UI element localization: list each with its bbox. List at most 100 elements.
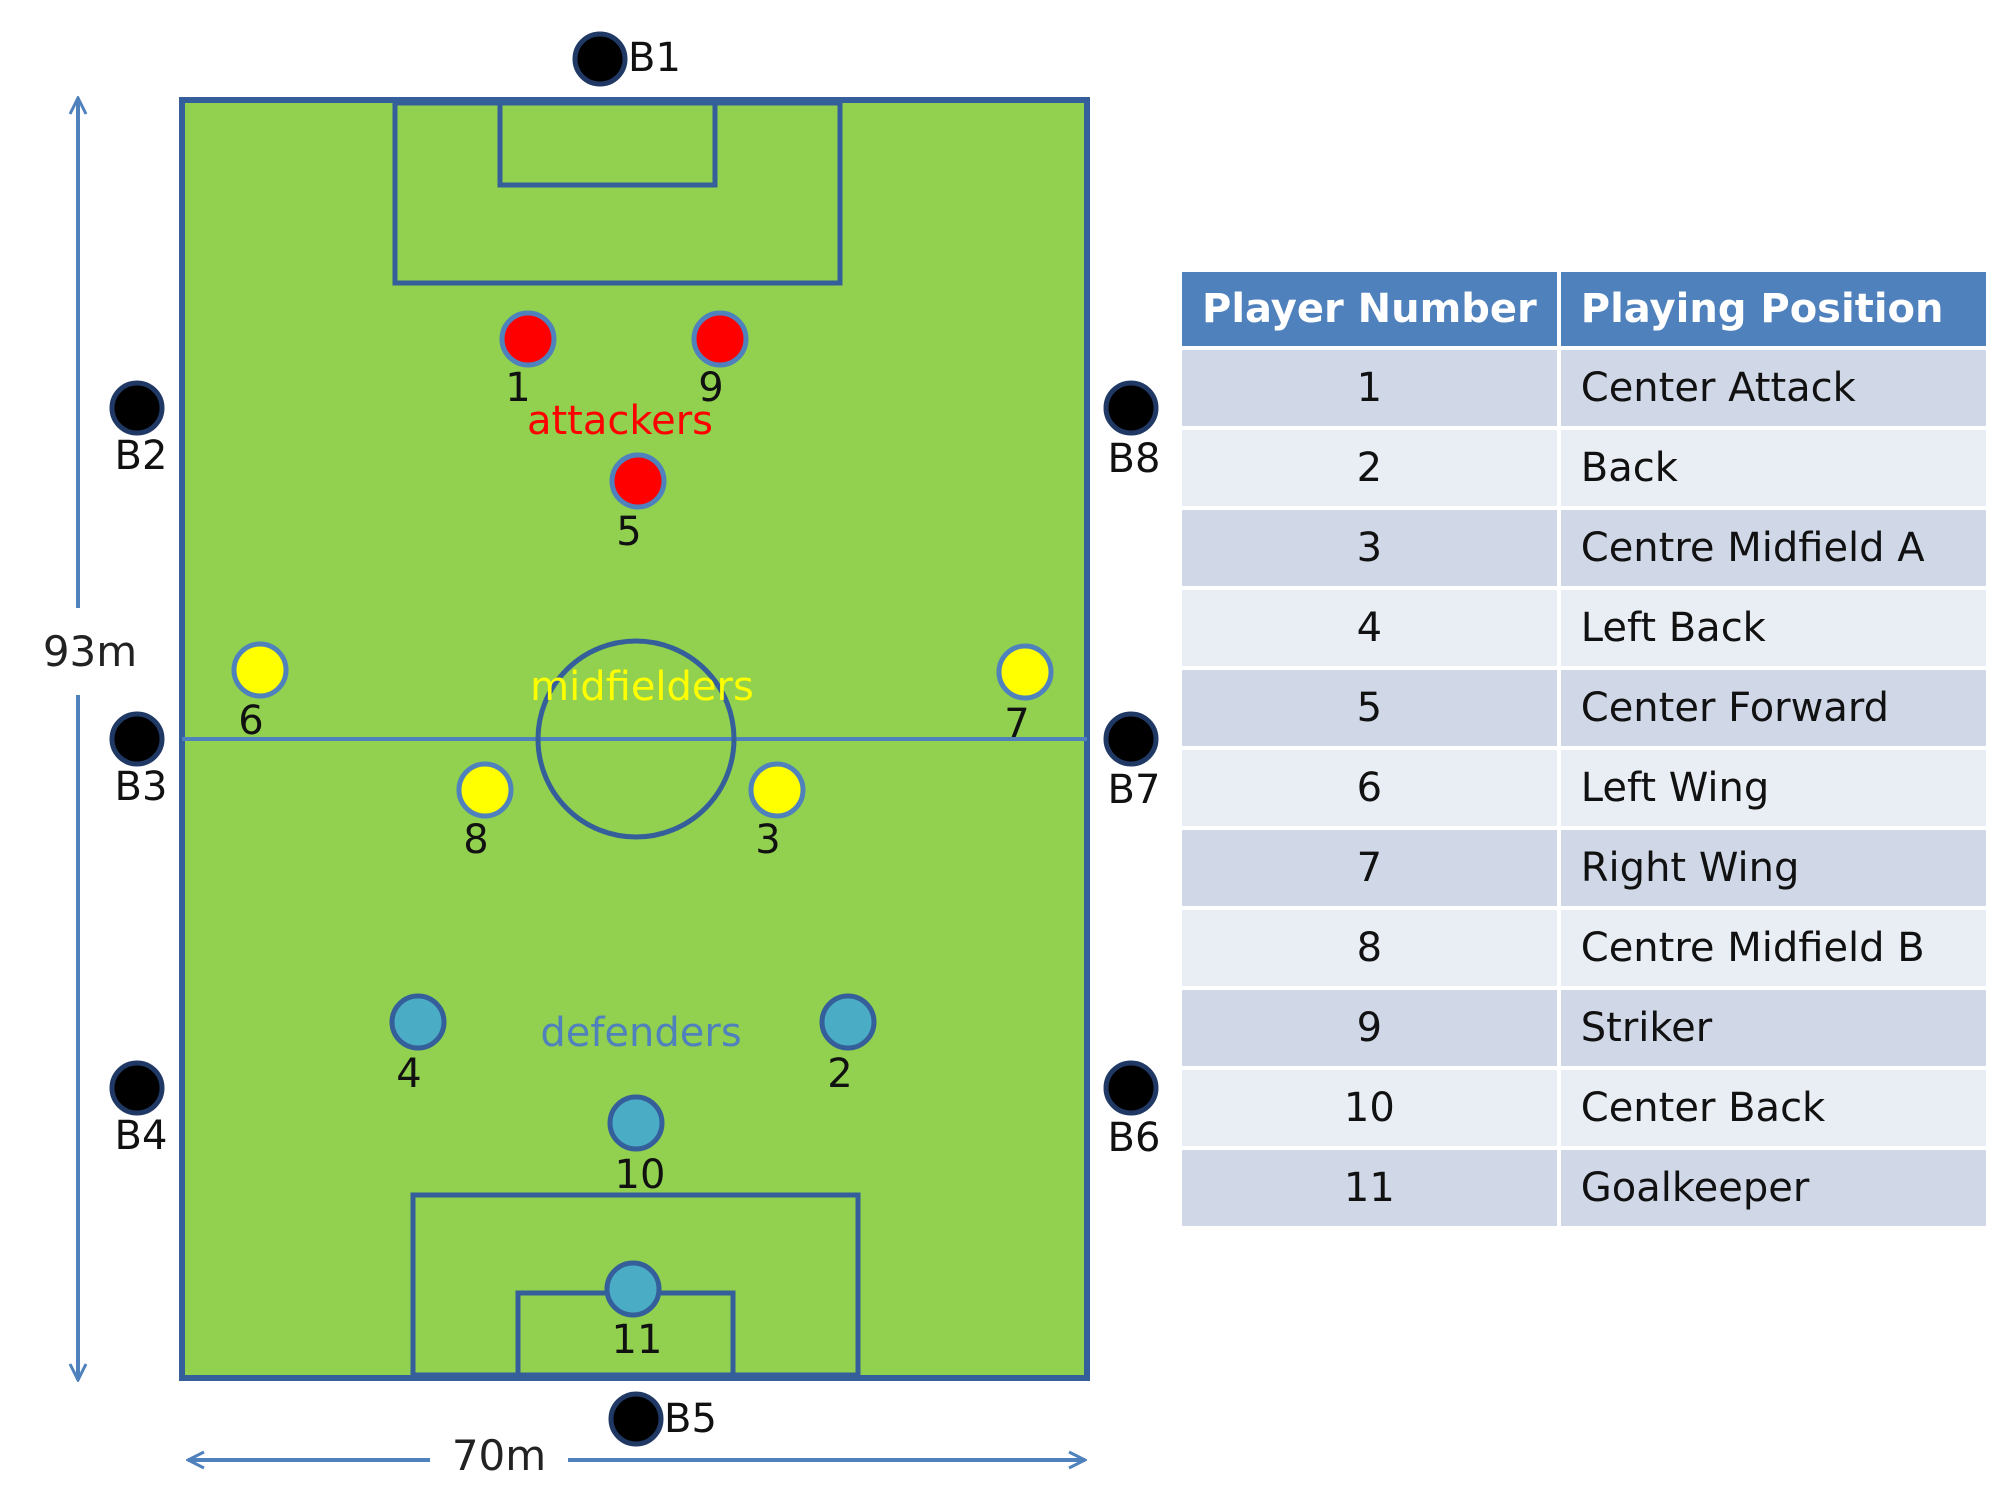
marker-label: B6: [1108, 1115, 1161, 1161]
player-8: 8: [456, 761, 514, 863]
marker-label: B7: [1108, 767, 1161, 813]
player-9: 9: [691, 310, 749, 411]
marker-b2: B2: [109, 380, 168, 479]
cell-player-number: 2: [1182, 430, 1557, 506]
marker-dot: [1103, 380, 1159, 436]
table-row: 3 Centre Midfield A: [1182, 510, 1986, 586]
marker-dot: [1103, 1060, 1159, 1116]
table-row: 9 Striker: [1182, 990, 1986, 1066]
player-number-label: 5: [616, 509, 641, 555]
player-number-label: 11: [612, 1317, 663, 1363]
table-row: 4 Left Back: [1182, 590, 1986, 666]
player-positions-table: Player Number Playing Position 1 Center …: [1178, 268, 1990, 1230]
cell-playing-position: Center Forward: [1560, 670, 1986, 746]
table-row: 1 Center Attack: [1182, 350, 1986, 426]
cell-playing-position: Back: [1560, 430, 1986, 506]
field-width-label: 70m: [452, 1431, 546, 1480]
table-row: 6 Left Wing: [1182, 750, 1986, 826]
table-row: 2 Back: [1182, 430, 1986, 506]
player-marker: [604, 1260, 662, 1318]
marker-dot: [1103, 711, 1159, 767]
player-number-label: 4: [396, 1051, 421, 1097]
cell-playing-position: Center Back: [1560, 1070, 1986, 1146]
cell-player-number: 1: [1182, 350, 1557, 426]
cell-player-number: 3: [1182, 510, 1557, 586]
player-number-label: 9: [698, 365, 723, 411]
cell-player-number: 8: [1182, 910, 1557, 986]
table-row: 11 Goalkeeper: [1182, 1150, 1986, 1226]
player-number-label: 8: [463, 817, 488, 863]
marker-label: B3: [115, 764, 168, 810]
marker-b3: B3: [109, 711, 168, 810]
player-4: 4: [389, 993, 447, 1097]
table-row: 8 Centre Midfield B: [1182, 910, 1986, 986]
player-marker: [389, 993, 447, 1051]
field-length-label: 93m: [43, 627, 137, 676]
cell-playing-position: Left Wing: [1560, 750, 1986, 826]
player-11: 11: [604, 1260, 663, 1363]
cell-player-number: 4: [1182, 590, 1557, 666]
cell-playing-position: Right Wing: [1560, 830, 1986, 906]
player-marker: [231, 641, 289, 699]
marker-dot: [572, 31, 628, 87]
marker-label: B8: [1108, 436, 1161, 482]
marker-label: B1: [628, 35, 681, 81]
cell-player-number: 11: [1182, 1150, 1557, 1226]
marker-dot: [109, 1060, 165, 1116]
player-1: 1: [499, 310, 557, 411]
marker-label: B5: [664, 1396, 717, 1442]
player-number-label: 10: [615, 1152, 666, 1198]
cell-playing-position: Centre Midfield A: [1560, 510, 1986, 586]
table-row: 5 Center Forward: [1182, 670, 1986, 746]
group-label-midfielders: midfielders: [530, 664, 754, 710]
marker-dot: [109, 711, 165, 767]
table-row: 7 Right Wing: [1182, 830, 1986, 906]
cell-player-number: 7: [1182, 830, 1557, 906]
header-playing-position: Playing Position: [1560, 272, 1986, 346]
marker-dot: [109, 380, 165, 436]
table-row: 10 Center Back: [1182, 1070, 1986, 1146]
group-label-attackers: attackers: [527, 398, 713, 444]
player-marker: [609, 452, 667, 510]
table-header-row: Player Number Playing Position: [1182, 272, 1986, 346]
cell-player-number: 6: [1182, 750, 1557, 826]
cell-player-number: 9: [1182, 990, 1557, 1066]
player-6: 6: [231, 641, 289, 744]
player-marker: [499, 310, 557, 368]
center-circle: [535, 638, 737, 840]
player-10: 10: [607, 1094, 666, 1198]
player-marker: [607, 1094, 665, 1152]
player-marker: [691, 310, 749, 368]
cell-playing-position: Center Attack: [1560, 350, 1986, 426]
marker-label: B4: [115, 1113, 168, 1159]
cell-playing-position: Centre Midfield B: [1560, 910, 1986, 986]
player-7: 7: [996, 643, 1054, 747]
marker-b4: B4: [109, 1060, 168, 1159]
player-number-label: 3: [755, 817, 780, 863]
player-number-label: 7: [1004, 701, 1029, 747]
player-number-label: 2: [827, 1051, 852, 1097]
cell-playing-position: Left Back: [1560, 590, 1986, 666]
player-3: 3: [748, 761, 806, 863]
player-marker: [456, 761, 514, 819]
cell-playing-position: Goalkeeper: [1560, 1150, 1986, 1226]
marker-label: B2: [115, 433, 168, 479]
cell-player-number: 10: [1182, 1070, 1557, 1146]
marker-b1: B1: [572, 31, 681, 87]
player-marker: [748, 761, 806, 819]
cell-player-number: 5: [1182, 670, 1557, 746]
player-2: 2: [819, 993, 877, 1097]
player-marker: [996, 643, 1054, 701]
player-marker: [819, 993, 877, 1051]
group-label-defenders: defenders: [540, 1010, 741, 1056]
marker-dot: [608, 1391, 664, 1447]
top-goal-box: [497, 100, 718, 188]
marker-b7: B7: [1103, 711, 1161, 813]
marker-b8: B8: [1103, 380, 1161, 482]
player-5: 5: [609, 452, 667, 555]
cell-playing-position: Striker: [1560, 990, 1986, 1066]
header-player-number: Player Number: [1182, 272, 1557, 346]
player-number-label: 6: [238, 698, 263, 744]
player-number-label: 1: [505, 365, 530, 411]
